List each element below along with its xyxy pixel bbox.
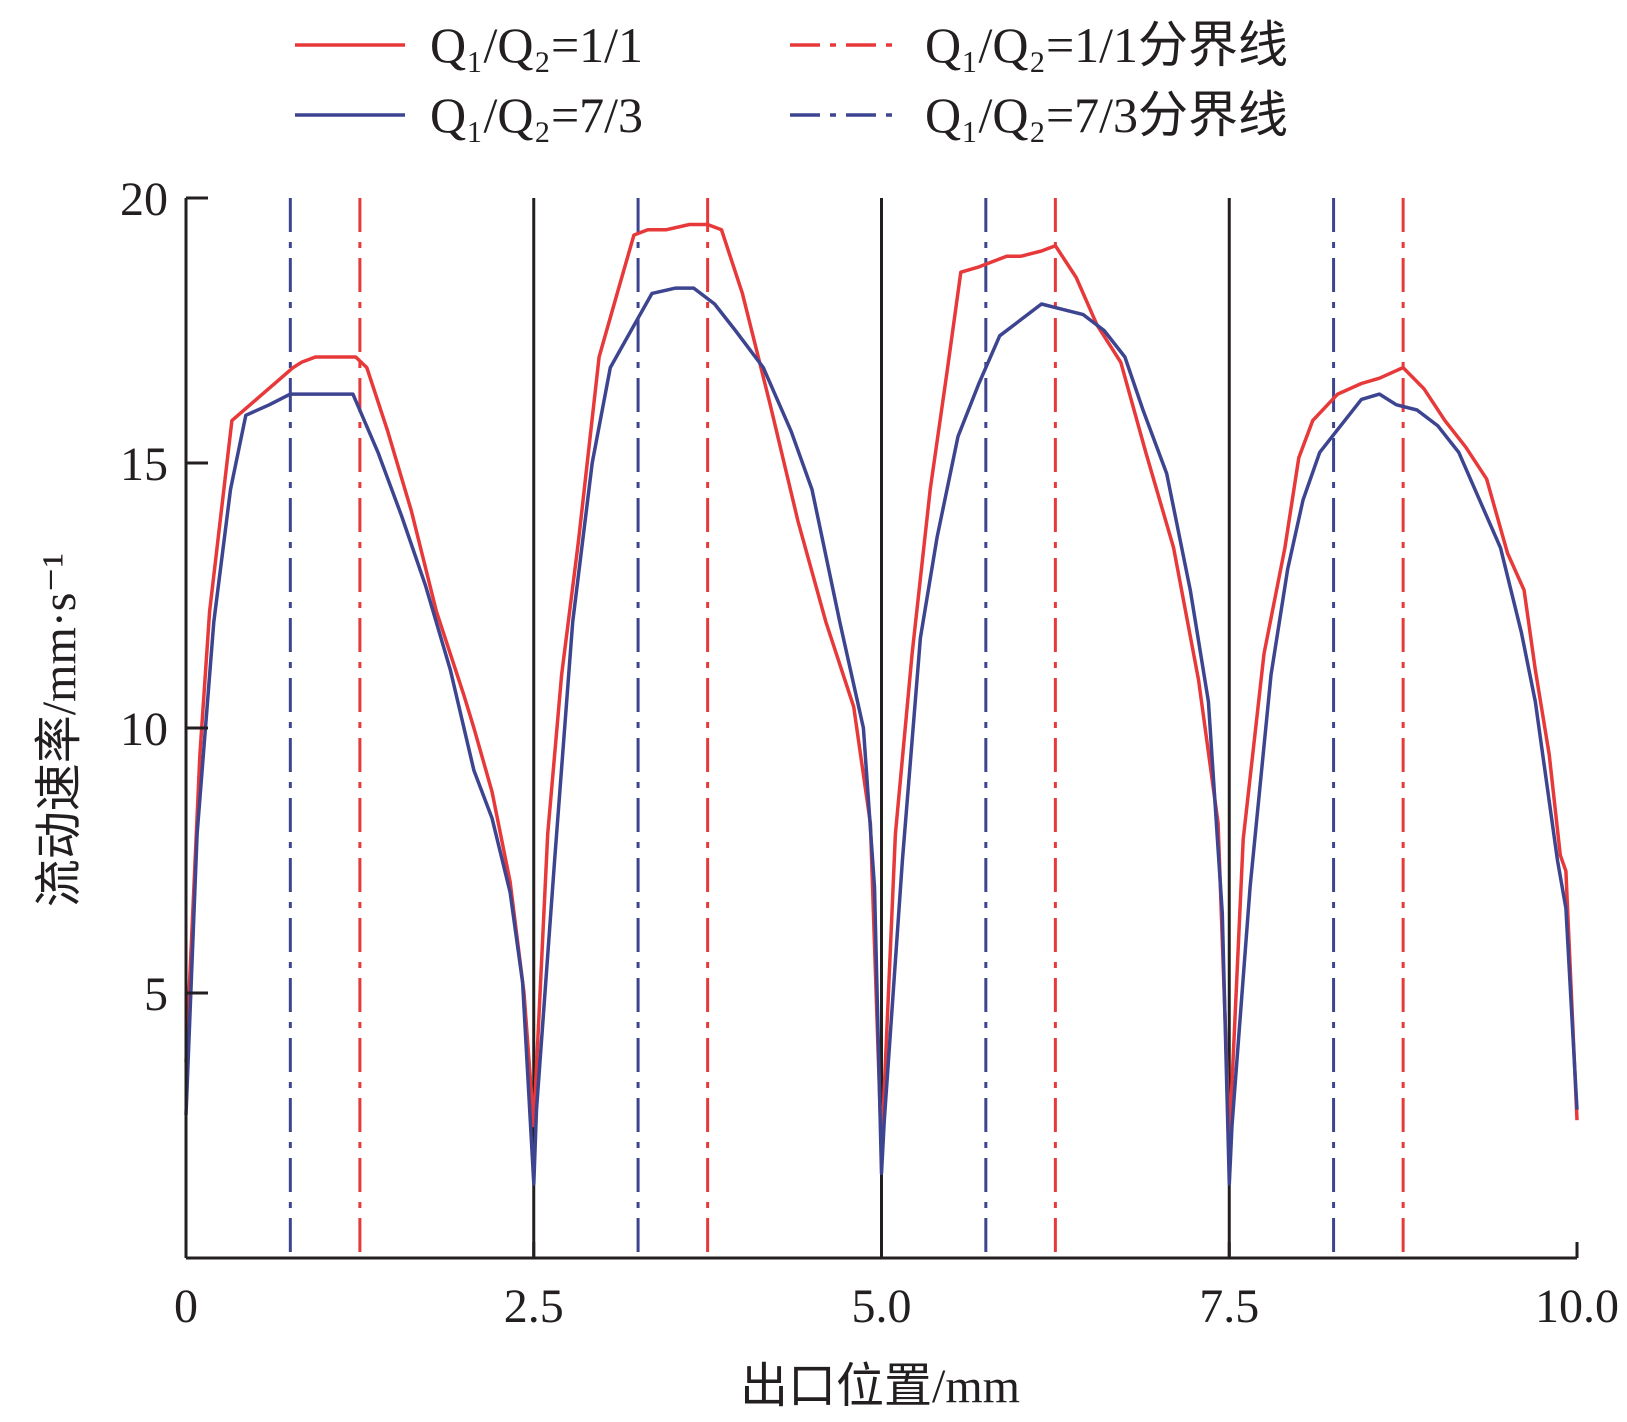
x-tick-label: 5.0 [852, 1280, 912, 1333]
section-dividers [532, 198, 1231, 1258]
legend-label: Q₁/Q₂=1/1 [430, 17, 643, 73]
y-tick-label: 20 [120, 173, 168, 226]
legend-label: Q₁/Q₂=1/1分界线 [925, 17, 1288, 73]
x-tick-label: 0 [174, 1280, 198, 1333]
x-tick-label: 10.0 [1535, 1280, 1619, 1333]
series-lines [184, 222, 1579, 1186]
y-tick-label: 15 [120, 438, 168, 491]
legend-label: Q₁/Q₂=7/3分界线 [925, 87, 1288, 143]
x-axis-label: 出口位置/mm [740, 1360, 1020, 1413]
y-axis-label: 流动速率/mm·s⁻¹ [33, 553, 86, 907]
legend: Q₁/Q₂=1/1 Q₁/Q₂=7/3 Q₁/Q₂=1/1分界线 Q₁/Q₂=7/3分… [295, 17, 1288, 143]
x-tick-label: 2.5 [504, 1280, 564, 1333]
y-tick-label: 5 [144, 968, 168, 1021]
legend-label: Q₁/Q₂=7/3 [430, 87, 643, 143]
ticks: 0 2.5 5.0 7.5 10.0 5 10 15 20 [120, 173, 1619, 1333]
boundary-lines [288, 198, 1405, 1258]
series-line [184, 286, 1579, 1186]
x-tick-label: 7.5 [1199, 1280, 1259, 1333]
y-tick-label: 10 [120, 703, 168, 756]
